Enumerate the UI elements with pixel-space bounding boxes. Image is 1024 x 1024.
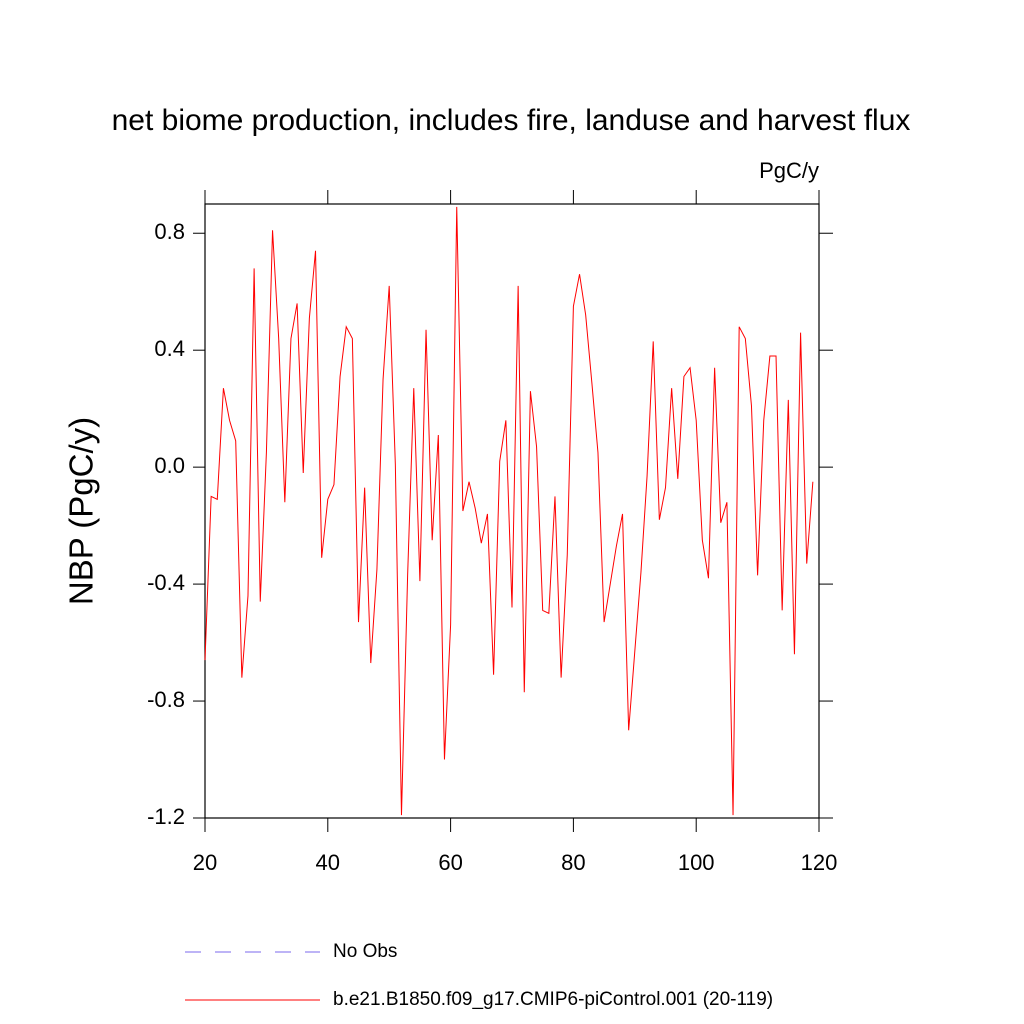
y-tick-label: 0.0	[154, 453, 185, 478]
x-tick-label: 40	[316, 850, 340, 875]
y-tick-label: -0.8	[147, 687, 185, 712]
legend-label: No Obs	[333, 941, 397, 962]
data-line	[204, 206, 814, 816]
y-tick-label: -0.4	[147, 570, 185, 595]
y-tick-label: 0.4	[154, 336, 185, 361]
x-tick-label: 20	[193, 850, 217, 875]
x-tick-label: 80	[561, 850, 585, 875]
plot-frame	[204, 203, 820, 819]
y-tick-label: -1.2	[147, 804, 185, 829]
units-label: PgC/y	[759, 158, 819, 183]
legend-label: b.e21.B1850.f09_g17.CMIP6-piControl.001 …	[333, 989, 773, 1010]
y-axis-label: NBP (PgC/y)	[63, 417, 100, 605]
x-tick-label: 120	[801, 850, 838, 875]
y-tick-label: 0.8	[154, 219, 185, 244]
x-tick-label: 100	[678, 850, 715, 875]
x-tick-label: 60	[438, 850, 462, 875]
chart-title: net biome production, includes fire, lan…	[112, 104, 911, 137]
